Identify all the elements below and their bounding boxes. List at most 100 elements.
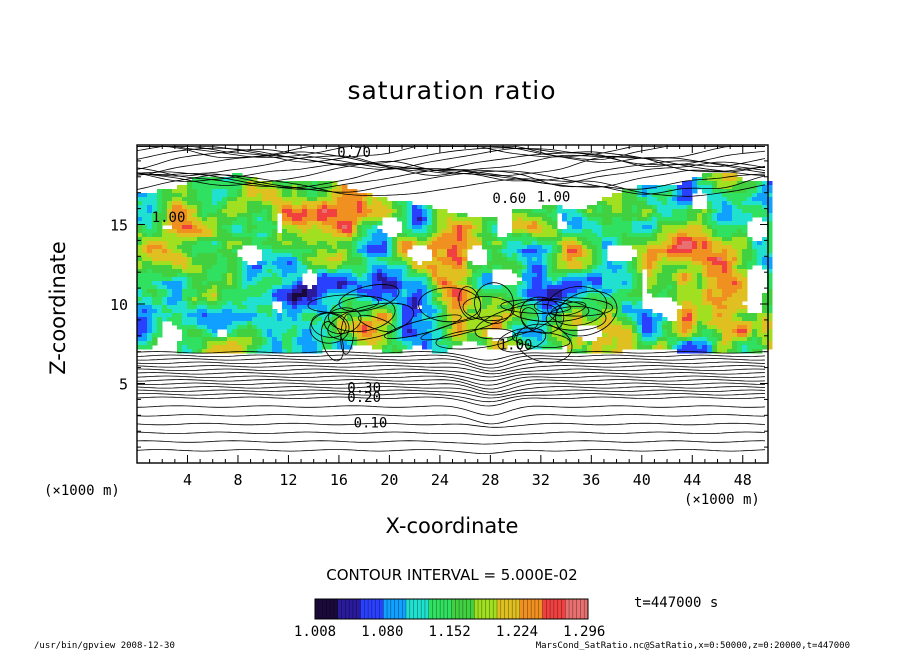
colorbar-cell [387,599,392,619]
colorbar-cell [569,599,574,619]
colorbar-cell [406,599,411,619]
contour-line [320,321,344,362]
colorbar-cell [466,599,471,619]
x-tick-label: 8 [233,471,242,489]
colorbar-cell [326,599,331,619]
colorbar-cell [478,599,483,619]
x-tick-label: 16 [330,471,348,489]
colorbar-cell [421,599,426,619]
colorbar-tick-label: 1.152 [429,624,471,640]
colorbar-cell [546,599,551,619]
colorbar-cell [584,599,589,619]
y-axis-label: Z-coordinate [46,241,70,375]
colorbar-cell [424,599,430,619]
colorbar-cell [493,599,498,619]
contour-line [136,396,766,407]
contour-label: 1.00 [537,189,571,205]
contour-line [474,282,514,325]
colorbar-cell [413,599,418,619]
colorbar-cell [315,599,320,619]
time-label: t=447000 s [634,595,719,611]
colorbar-cell [379,599,384,619]
contour-line [307,294,380,313]
colorbar-cell [534,599,540,619]
contour-label: 0.70 [337,145,371,161]
contour-line [136,375,766,386]
contour-line [136,393,766,403]
colorbar-cell [432,599,437,619]
colorbar-cell [417,599,422,619]
colorbar-cell [398,599,403,619]
contour-line [474,303,558,340]
contour-line [511,331,571,348]
contour-line [520,307,539,330]
x-axis-label: X-coordinate [385,514,519,538]
contour-line [136,382,766,393]
colorbar-cell [341,599,346,619]
y-axis: 5 10 15 [110,144,768,464]
colorbar-tick-label: 1.008 [294,624,336,640]
x-tick-label: 36 [582,471,600,489]
contour-line [136,365,766,375]
contour-line [420,315,503,341]
colorbar-cell [557,599,562,619]
x-axis: 4 8 12 16 20 24 28 32 36 40 44 48 [136,145,769,489]
x-tick-label: 40 [633,471,651,489]
colorbar-cell [394,599,399,619]
contour-line [136,389,766,399]
colorbar-cell [356,599,361,619]
colorbar-cell [531,599,536,619]
contour-line [136,440,766,445]
heatmap-field [137,173,773,354]
colorbar-cell [368,599,373,619]
contour-line [555,290,618,337]
colorbar-cell [504,599,509,619]
contour-line [327,302,415,341]
y-tick-label: 10 [110,296,128,314]
x-tick-label: 44 [683,471,701,489]
colorbar-cell [333,599,339,619]
contour-line [357,314,396,333]
contour-interval-text: CONTOUR INTERVAL = 5.000E-02 [326,566,578,584]
colorbar-cell [364,599,369,619]
colorbar-tick-label: 1.080 [361,624,403,640]
colorbar-cell [550,599,555,619]
colorbar-cell [485,599,490,619]
colorbar-cell [462,599,468,619]
x-tick-label: 20 [380,471,398,489]
colorbar-cell [572,599,578,619]
colorbar-cell [538,599,543,619]
colorbar-cell [371,599,377,619]
footer-right: MarsCond_SatRatio.nc@SatRatio,x=0:50000,… [535,641,850,651]
colorbar-cell [497,599,502,619]
contour-line [136,170,766,195]
colorbar-cell [443,599,449,619]
x-tick-label: 12 [279,471,297,489]
contour-line [533,297,614,317]
contour-line [324,307,362,335]
contour-line [340,313,355,355]
colorbar-cell [375,599,380,619]
colorbar-cell [459,599,464,619]
x-tick-label: 24 [431,471,449,489]
x-axis-unit: (×1000 m) [684,492,760,508]
colorbar-cell [440,599,445,619]
colorbar-cell [500,599,505,619]
colorbar: 1.008 1.080 1.152 1.224 1.296 [294,598,605,640]
x-tick-label: 32 [532,471,550,489]
contour-line [136,361,766,372]
colorbar-cell [565,599,570,619]
footer-left: /usr/bin/gpview 2008-12-30 [34,641,175,651]
chart-title: saturation ratio [347,76,557,105]
colorbar-cell [447,599,452,619]
colorbar-cell [345,599,350,619]
colorbar-cell [390,599,396,619]
contour-line [136,431,766,436]
contour-line [418,287,482,323]
contour-line [136,449,766,455]
contour-line [136,372,766,382]
colorbar-cell [360,599,365,619]
colorbar-cell [580,599,585,619]
contour-line [136,354,766,365]
contour-label: 0.20 [347,390,381,406]
